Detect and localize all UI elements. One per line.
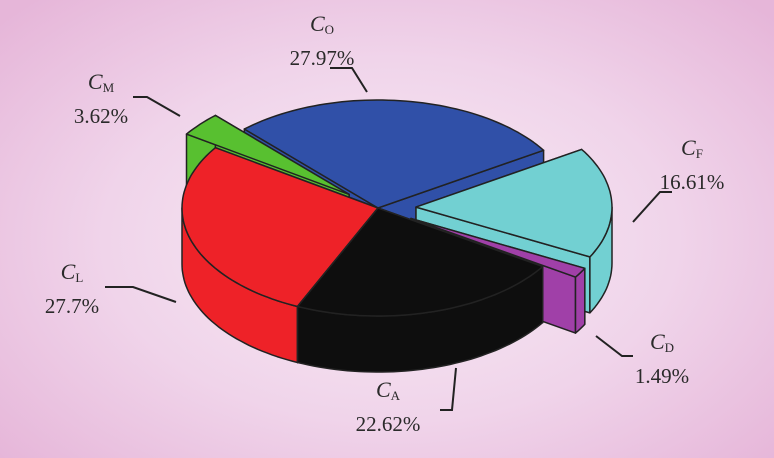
leader-line-o — [330, 67, 368, 93]
label-m: CM 3.62% — [73, 69, 129, 128]
label-f: CF 16.61% — [659, 135, 725, 194]
slice-f-top — [415, 148, 613, 258]
leader-line-f — [632, 191, 672, 223]
slice-d-top — [410, 217, 586, 278]
label-d: CD 1.49% — [634, 329, 690, 388]
leader-line-a — [440, 367, 457, 411]
slice-d-side — [574, 267, 586, 334]
slice-m-top — [185, 114, 350, 196]
label-a: CA 22.62% — [355, 377, 421, 436]
label-o: CO 27.97% — [289, 11, 355, 70]
slice-a-top — [296, 207, 544, 317]
slice-o-top — [243, 99, 545, 209]
label-l: CL 27.7% — [44, 259, 100, 318]
leader-line-m — [133, 96, 181, 117]
leader-lines — [105, 67, 672, 411]
leader-line-l — [105, 286, 177, 303]
leader-line-d — [595, 335, 633, 357]
